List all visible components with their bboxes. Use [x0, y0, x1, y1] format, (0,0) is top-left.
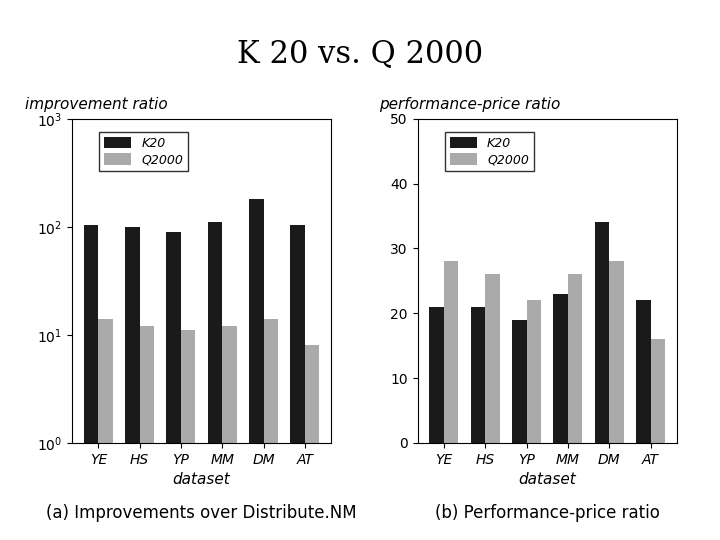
Bar — [290, 225, 305, 540]
Bar — [140, 326, 154, 540]
Bar — [181, 330, 195, 540]
Bar — [595, 222, 609, 443]
Text: (a) Improvements over Distribute.NM: (a) Improvements over Distribute.NM — [46, 504, 357, 522]
Text: improvement ratio: improvement ratio — [25, 97, 168, 112]
Bar — [208, 222, 222, 540]
Text: K 20 vs. Q 2000: K 20 vs. Q 2000 — [237, 38, 483, 69]
Bar — [485, 274, 500, 443]
Bar — [98, 319, 113, 540]
Bar — [166, 232, 181, 540]
Bar — [249, 199, 264, 540]
Bar — [444, 261, 459, 443]
X-axis label: dataset: dataset — [518, 472, 576, 487]
Text: performance-price ratio: performance-price ratio — [379, 97, 560, 112]
Bar — [84, 225, 98, 540]
Bar — [526, 300, 541, 443]
Legend: K20, Q2000: K20, Q2000 — [99, 132, 189, 171]
Bar — [125, 227, 140, 540]
Bar — [651, 339, 665, 443]
Bar — [554, 294, 568, 443]
Bar — [264, 319, 278, 540]
Text: (b) Performance-price ratio: (b) Performance-price ratio — [435, 504, 660, 522]
Legend: K20, Q2000: K20, Q2000 — [444, 132, 534, 171]
Bar — [471, 307, 485, 443]
Bar — [636, 300, 651, 443]
Bar — [222, 326, 237, 540]
Bar — [305, 345, 320, 540]
Bar — [568, 274, 582, 443]
Bar — [609, 261, 624, 443]
Bar — [512, 320, 526, 443]
Bar — [429, 307, 444, 443]
X-axis label: dataset: dataset — [173, 472, 230, 487]
